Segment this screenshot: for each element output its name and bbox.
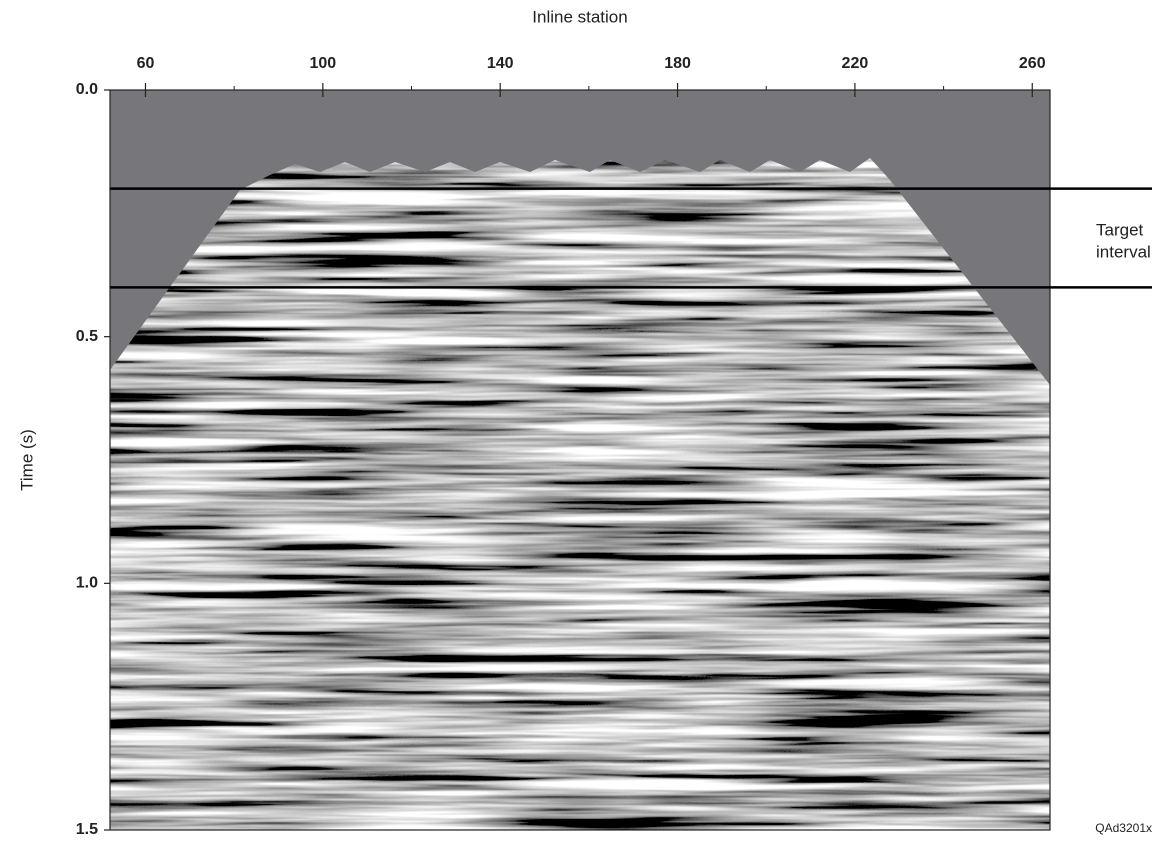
y-tick-label: 1.5: [76, 821, 98, 838]
x-tick-label: 180: [664, 55, 691, 72]
y-tick-label: 0.0: [76, 81, 98, 98]
plot-frame: [109, 89, 1051, 831]
seismic-traces: [110, 90, 1050, 830]
y-axis-label: Time (s): [17, 429, 36, 491]
x-tick-label: 100: [309, 55, 336, 72]
credit: QAd3201x: [1095, 821, 1152, 835]
x-tick-label: 220: [842, 55, 869, 72]
y-tick-label: 1.0: [76, 575, 98, 592]
annotation: interval: [1096, 242, 1151, 261]
y-tick-label: 0.5: [76, 328, 98, 345]
seismic-image: [110, 90, 1050, 830]
x-tick-label: 60: [137, 55, 155, 72]
annotation: Target: [1096, 220, 1144, 239]
x-tick-label: 140: [487, 55, 514, 72]
mute-zone: [110, 90, 1050, 385]
x-tick-label: 260: [1019, 55, 1046, 72]
x-axis-label: Inline station: [532, 7, 627, 26]
